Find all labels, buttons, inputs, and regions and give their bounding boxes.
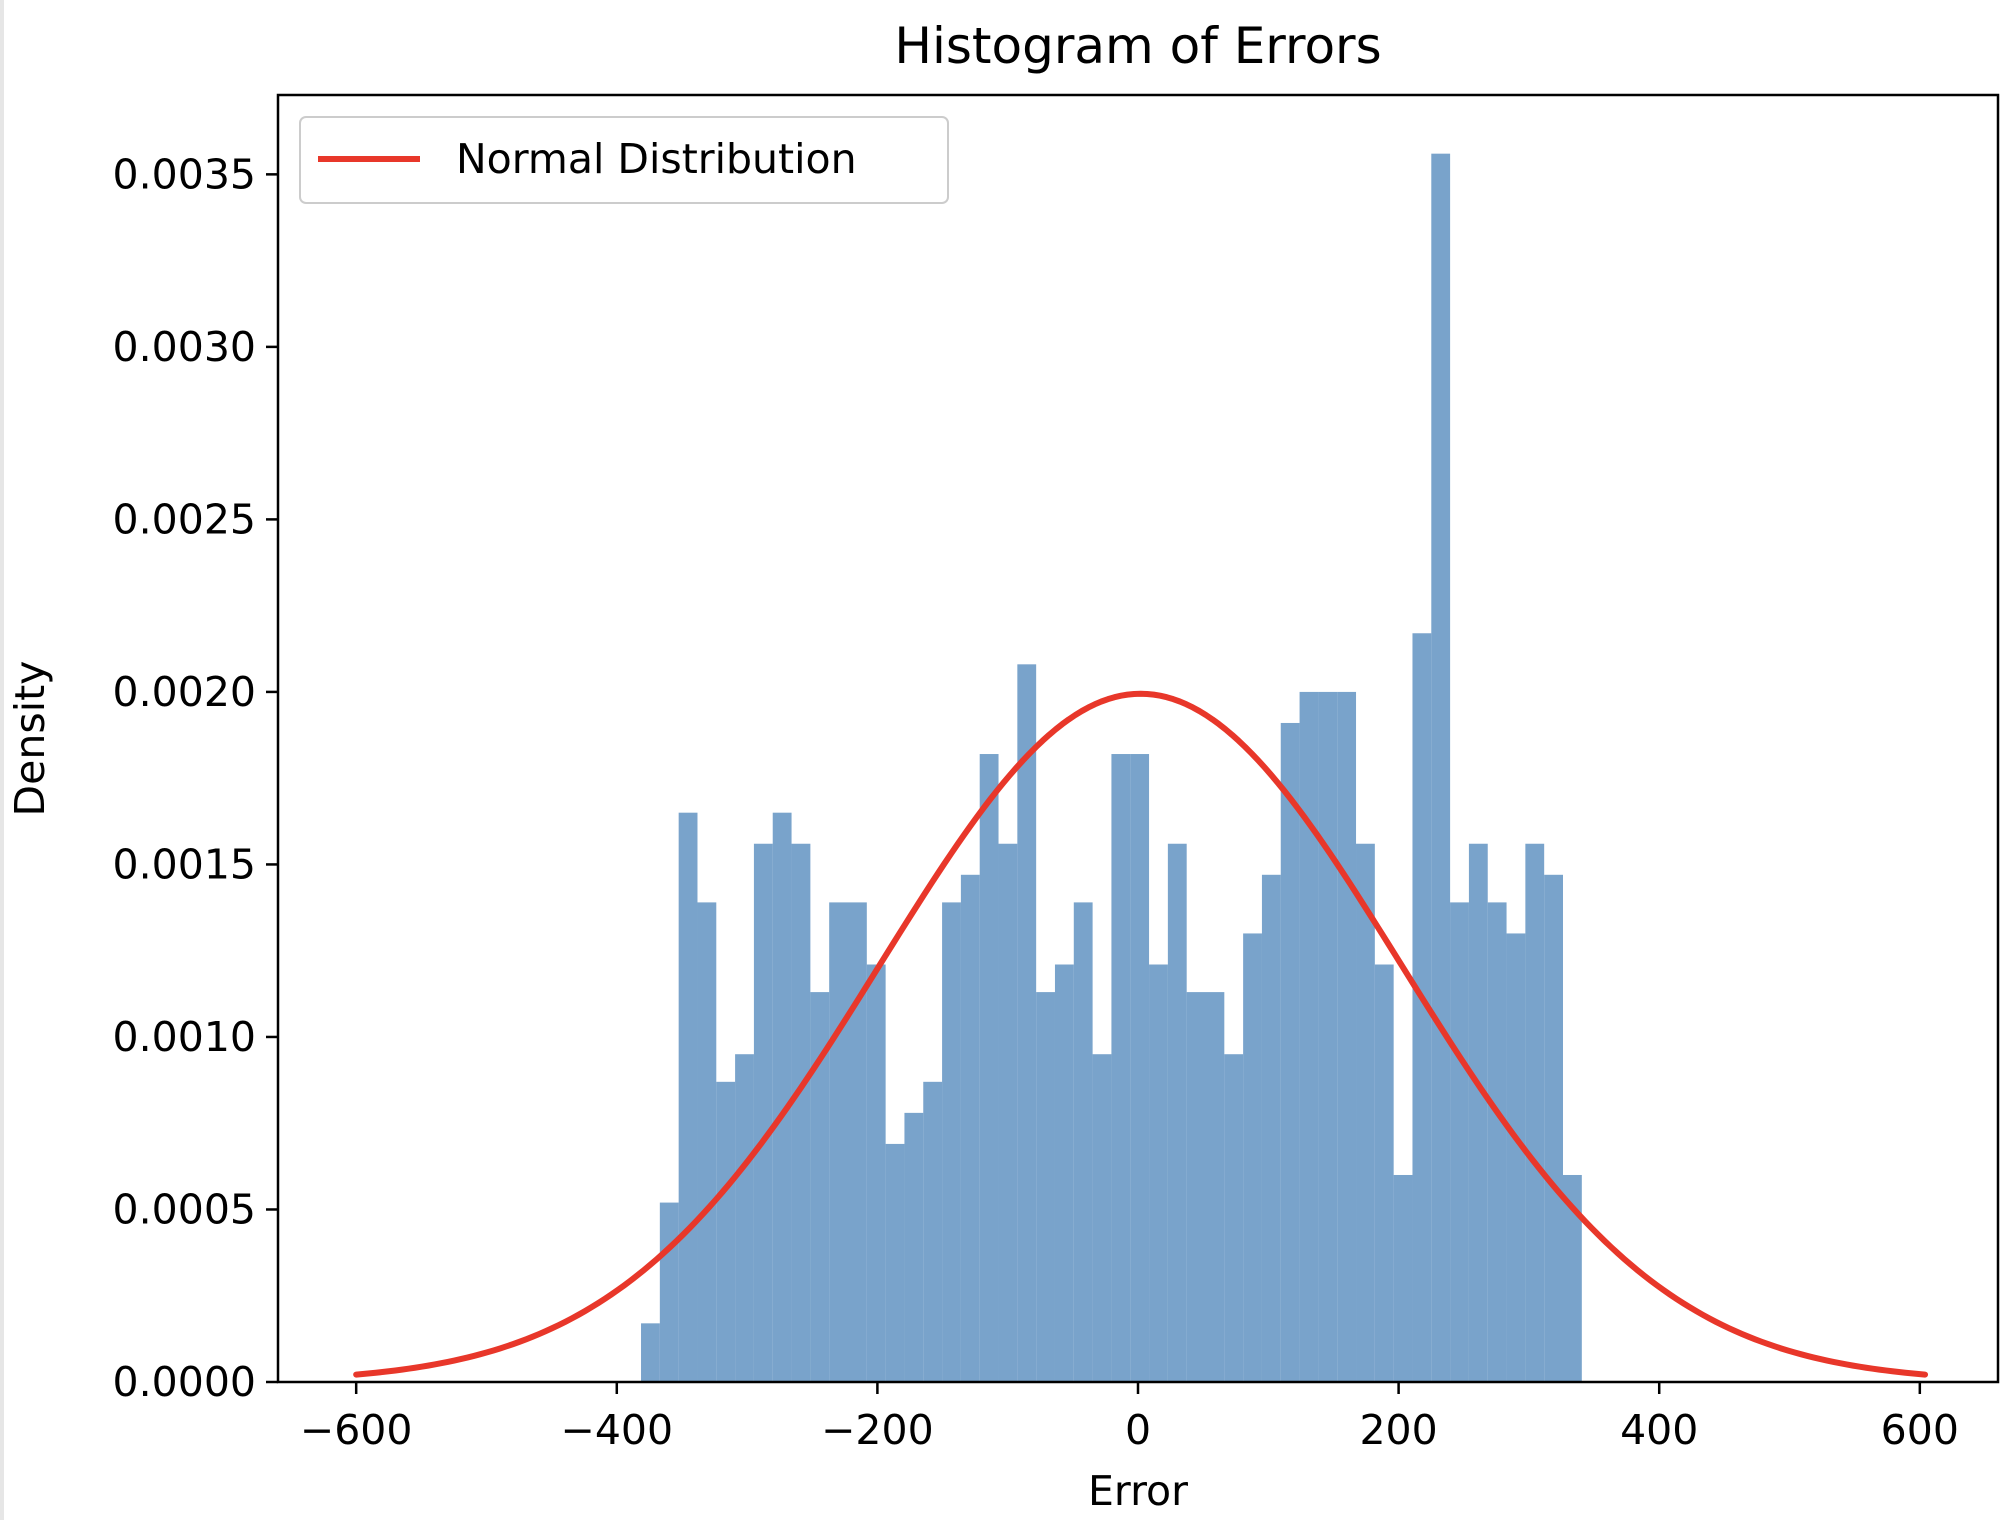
histogram-bar bbox=[791, 843, 811, 1382]
histogram-bar bbox=[1111, 754, 1131, 1382]
histogram-bar bbox=[1487, 902, 1507, 1382]
histogram-bar bbox=[1544, 874, 1563, 1382]
y-tick-label: 0.0000 bbox=[113, 1358, 256, 1406]
histogram-bar bbox=[772, 812, 792, 1382]
x-tick-label: 0 bbox=[1125, 1406, 1151, 1454]
histogram-bar bbox=[1356, 843, 1375, 1382]
x-axis-label: Error bbox=[1088, 1467, 1188, 1515]
y-tick-label: 0.0030 bbox=[113, 323, 256, 371]
histogram-bar bbox=[1036, 992, 1055, 1382]
histogram-bar bbox=[829, 902, 848, 1382]
y-tick-label: 0.0005 bbox=[113, 1185, 256, 1233]
histogram-bar bbox=[1563, 1174, 1582, 1382]
histogram-bar bbox=[1374, 964, 1394, 1382]
chart-title: Histogram of Errors bbox=[894, 17, 1381, 75]
x-tick-label: −600 bbox=[300, 1406, 413, 1454]
histogram-bar bbox=[641, 1323, 660, 1382]
histogram-bar bbox=[1280, 722, 1300, 1382]
x-tick-label: −200 bbox=[821, 1406, 934, 1454]
histogram-bar bbox=[1224, 1054, 1244, 1382]
y-axis-ticks: 0.0000 0.0005 0.0010 0.0015 0.0020 0.0025 0.00… bbox=[113, 150, 278, 1406]
histogram-bar bbox=[1205, 992, 1225, 1382]
histogram-bar bbox=[923, 1081, 943, 1382]
histogram-bar bbox=[848, 902, 867, 1382]
histogram-bar bbox=[1450, 902, 1469, 1382]
x-tick-label: 600 bbox=[1881, 1406, 1959, 1454]
x-tick-label: 400 bbox=[1620, 1406, 1698, 1454]
histogram-bar bbox=[1054, 964, 1074, 1382]
x-tick-label: −400 bbox=[560, 1406, 673, 1454]
histogram-bars bbox=[641, 153, 1582, 1382]
histogram-bar bbox=[1393, 1174, 1413, 1382]
histogram-bar bbox=[979, 754, 999, 1382]
histogram-bar bbox=[866, 964, 886, 1382]
histogram-bar bbox=[1525, 843, 1545, 1382]
legend-label-normal-distribution: Normal Distribution bbox=[456, 135, 857, 183]
histogram-bar bbox=[1130, 754, 1150, 1382]
window-edge bbox=[0, 0, 4, 1520]
histogram-bar bbox=[998, 843, 1018, 1382]
histogram-bar bbox=[1468, 843, 1488, 1382]
histogram-bar bbox=[1506, 933, 1526, 1382]
histogram-bar bbox=[810, 992, 830, 1382]
histogram-bar bbox=[942, 902, 961, 1382]
histogram-bar bbox=[735, 1054, 754, 1382]
histogram-bar bbox=[1412, 633, 1432, 1382]
histogram-bar bbox=[960, 874, 980, 1382]
histogram-bar bbox=[1431, 153, 1451, 1382]
histogram-bar bbox=[1167, 843, 1187, 1382]
histogram-bar bbox=[1186, 992, 1206, 1382]
x-tick-label: 200 bbox=[1359, 1406, 1437, 1454]
legend: Normal Distribution bbox=[299, 116, 949, 204]
histogram-bar bbox=[1073, 902, 1093, 1382]
histogram-bar bbox=[753, 843, 773, 1382]
histogram-bar bbox=[1092, 1054, 1112, 1382]
histogram-bar bbox=[904, 1112, 924, 1382]
histogram-bar bbox=[1318, 691, 1338, 1382]
histogram-bar bbox=[1261, 874, 1281, 1382]
y-tick-label: 0.0020 bbox=[113, 668, 256, 716]
histogram-bar bbox=[1017, 664, 1037, 1382]
normal-distribution-line bbox=[353, 690, 1929, 1378]
y-tick-label: 0.0025 bbox=[113, 495, 256, 543]
histogram-bar bbox=[716, 1081, 736, 1382]
histogram-bar bbox=[885, 1143, 905, 1382]
histogram-bar bbox=[1299, 691, 1319, 1382]
histogram-bar bbox=[697, 902, 717, 1382]
histogram-bar bbox=[1243, 933, 1262, 1382]
histogram-bar bbox=[1337, 691, 1357, 1382]
legend-box bbox=[299, 116, 949, 204]
y-tick-label: 0.0035 bbox=[113, 150, 256, 198]
y-tick-label: 0.0010 bbox=[113, 1013, 256, 1061]
y-tick-label: 0.0015 bbox=[113, 840, 256, 888]
histogram-bar bbox=[659, 1202, 679, 1382]
x-axis-ticks: −600 −400 −200 0 200 400 600 bbox=[300, 1382, 1959, 1454]
y-axis-label: Density bbox=[6, 661, 54, 817]
histogram-bar bbox=[678, 812, 698, 1382]
histogram-bar bbox=[1149, 964, 1168, 1382]
